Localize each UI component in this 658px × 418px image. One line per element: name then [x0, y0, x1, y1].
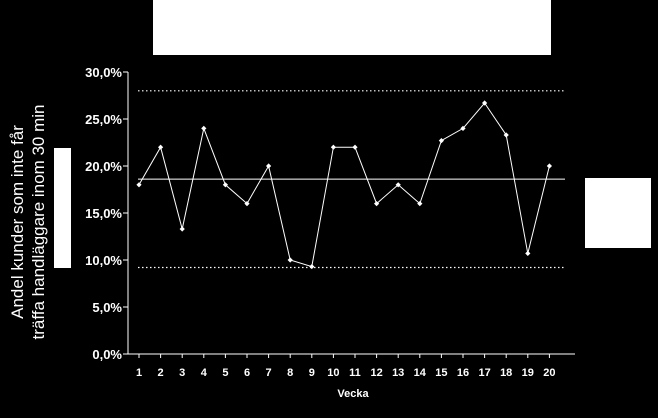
- x-tick-label: 18: [500, 367, 512, 379]
- x-tick-label: 11: [349, 367, 361, 379]
- series: [136, 100, 552, 270]
- data-point: [222, 182, 228, 188]
- y-axis-label-line-1: Andel kunder som inte får: [8, 125, 27, 319]
- x-tick-label: 13: [392, 367, 404, 379]
- data-point: [158, 144, 164, 150]
- x-tick-label: 7: [266, 367, 272, 379]
- data-point: [460, 125, 466, 131]
- data-point: [546, 163, 552, 169]
- x-tick-label: 3: [179, 367, 185, 379]
- data-point: [330, 144, 336, 150]
- data-point: [395, 182, 401, 188]
- redaction-box-left: [54, 148, 71, 268]
- y-axis-label: Andel kunder som inte får träffa handläg…: [8, 104, 48, 339]
- data-point: [136, 182, 142, 188]
- x-tick-label: 1: [136, 367, 142, 379]
- x-tick-label: 12: [370, 367, 382, 379]
- data-point: [374, 201, 380, 207]
- data-point: [482, 100, 488, 106]
- data-point: [266, 163, 272, 169]
- x-tick-label: 4: [201, 367, 208, 379]
- y-tick-label: 25,0%: [85, 112, 122, 127]
- y-tick-label: 20,0%: [85, 159, 122, 174]
- x-tick-label: 14: [414, 367, 427, 379]
- x-tick-label: 15: [435, 367, 447, 379]
- data-point: [309, 263, 315, 270]
- data-point: [438, 138, 444, 144]
- x-tick-label: 2: [158, 367, 164, 379]
- redaction-box-top: [153, 0, 551, 55]
- redaction-box-right: [585, 178, 651, 248]
- x-tick-label: 17: [478, 367, 490, 379]
- data-point: [525, 250, 531, 257]
- y-tick-label: 30,0%: [85, 65, 122, 80]
- x-tick-label: 10: [327, 367, 339, 379]
- x-tick-labels: 1 2 3 4 5 6 7 8 9 10 11 12 13 14 15 16 17 18 19 20: [136, 367, 556, 379]
- data-point: [244, 201, 250, 207]
- data-point: [417, 201, 423, 207]
- data-point: [179, 226, 185, 232]
- data-point: [201, 125, 207, 131]
- y-tick-label: 5,0%: [92, 300, 122, 315]
- x-tick-label: 5: [222, 367, 228, 379]
- x-tick-label: 6: [244, 367, 250, 379]
- x-tick-label: 9: [309, 367, 315, 379]
- data-point: [352, 144, 358, 150]
- data-point: [287, 257, 293, 263]
- reference-lines: [138, 90, 565, 269]
- axes: [123, 71, 575, 358]
- y-tick-label: 10,0%: [85, 253, 122, 268]
- x-axis-label: Vecka: [337, 388, 369, 400]
- y-tick-label: 0,0%: [92, 347, 122, 362]
- y-tick-label: 15,0%: [85, 206, 122, 221]
- series-line: [138, 102, 550, 268]
- data-point: [503, 132, 509, 138]
- x-tick-label: 8: [287, 367, 293, 379]
- x-tick-label: 19: [522, 367, 534, 379]
- x-tick-label: 16: [457, 367, 469, 379]
- x-tick-label: 20: [543, 367, 555, 379]
- y-tick-labels: 0,0% 5,0% 10,0% 15,0% 20,0% 25,0% 30,0%: [85, 65, 122, 362]
- y-axis-label-line-2: träffa handläggare inom 30 min: [29, 104, 48, 339]
